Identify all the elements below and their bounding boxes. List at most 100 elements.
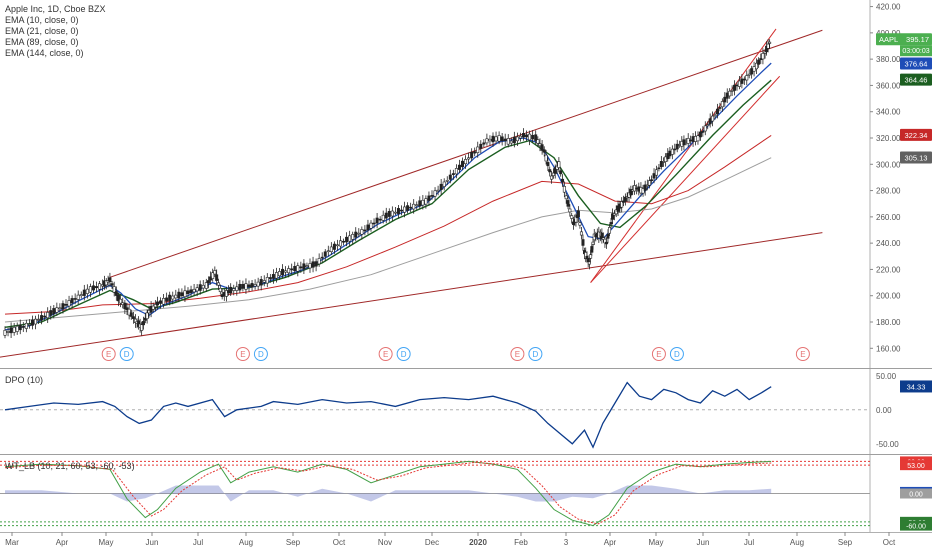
candle-body — [485, 138, 489, 144]
candle-body — [198, 284, 202, 291]
countdown-badge — [900, 45, 932, 57]
candle-body — [568, 208, 572, 213]
candle-body — [151, 305, 155, 310]
candle-body — [497, 135, 501, 142]
candle-body — [156, 301, 160, 306]
price-badge — [876, 33, 932, 46]
candle-body — [229, 286, 233, 294]
candle-body — [189, 289, 193, 294]
candle-body — [15, 325, 19, 332]
dpo-line — [4, 381, 772, 449]
candle-body — [406, 205, 410, 211]
candle-body — [534, 134, 538, 141]
candle-body — [360, 229, 364, 235]
candle-body — [387, 211, 391, 217]
candle-body — [766, 43, 770, 49]
price-badge — [900, 57, 932, 70]
candle-body — [238, 283, 242, 291]
candle-body — [629, 189, 633, 196]
candle-body — [52, 308, 56, 315]
legend-symbol[interactable]: Apple Inc, 1D, Cboe BZX — [5, 4, 106, 14]
candle-body — [76, 294, 80, 300]
candle-body — [399, 209, 403, 212]
candle-body — [546, 162, 550, 167]
legend-ema144[interactable]: EMA (144, close, 0) — [5, 48, 84, 58]
legend-ema21[interactable]: EMA (21, close, 0) — [5, 26, 79, 36]
candle-body — [317, 258, 321, 265]
candle-body — [320, 256, 324, 259]
candle-body — [448, 174, 452, 180]
price-badge-value: 322.34 — [905, 131, 928, 140]
candle-body — [620, 201, 624, 208]
time-tick-label: Jun — [697, 538, 710, 547]
candle-body — [720, 101, 724, 108]
candle-body — [757, 59, 761, 65]
dpo-tick-label: 0.00 — [876, 406, 892, 415]
candle-body — [180, 292, 184, 297]
dividend-marker — [253, 347, 268, 361]
candle-body — [186, 290, 190, 295]
candle-body — [711, 115, 715, 122]
wt-badge-value: -60.00 — [906, 524, 926, 531]
candle-body — [64, 304, 68, 306]
candle-body — [439, 183, 443, 191]
price-badge-value: 364.46 — [905, 76, 928, 85]
wt-histogram — [5, 485, 772, 502]
marker-label: E — [106, 350, 111, 359]
trendline — [109, 29, 823, 278]
candle-body — [494, 136, 498, 142]
candle-body — [747, 73, 751, 76]
marker-label: D — [258, 350, 264, 359]
candle-body — [579, 231, 583, 236]
candle-body — [476, 146, 480, 153]
legend-ema89[interactable]: EMA (89, close, 0) — [5, 37, 79, 47]
legend-ema10[interactable]: EMA (10, close, 0) — [5, 15, 79, 25]
candle-body — [725, 92, 729, 99]
candle-body — [110, 283, 114, 286]
candle-body — [581, 239, 585, 246]
price-tick-label: 300.00 — [876, 160, 901, 169]
candle-body — [701, 131, 705, 133]
price-badge-value: 395.17 — [906, 35, 929, 44]
candle-body — [686, 138, 690, 144]
candle-body — [589, 254, 593, 259]
candle-body — [689, 139, 693, 142]
candle-body — [553, 167, 557, 174]
candle-body — [162, 298, 166, 305]
price-tick-label: 160.00 — [876, 344, 901, 353]
candle-body — [451, 173, 455, 175]
candle-body — [293, 266, 297, 272]
earnings-marker — [378, 347, 393, 361]
candle-body — [296, 265, 300, 272]
time-tick-label: 2020 — [469, 538, 487, 547]
price-tick-label: 180.00 — [876, 318, 901, 327]
price-tick-label: 380.00 — [876, 55, 901, 64]
candle-body — [433, 190, 437, 197]
candle-body — [125, 307, 129, 311]
candle-body — [192, 288, 196, 293]
candle-body — [302, 263, 306, 270]
candle-body — [562, 186, 566, 193]
candle-body — [715, 108, 719, 115]
earnings-marker — [510, 347, 525, 361]
candle-body — [611, 213, 615, 220]
candle-body — [183, 290, 187, 297]
marker-label: D — [124, 350, 130, 359]
earnings-marker — [101, 347, 116, 361]
candle-body — [650, 179, 654, 181]
dividend-marker — [396, 347, 411, 361]
wt-pane-title[interactable]: WT_LB (10, 21, 60, 53, -60, -53) — [5, 461, 135, 471]
dpo-pane-title[interactable]: DPO (10) — [5, 375, 44, 385]
candle-body — [654, 169, 658, 176]
candle-body — [195, 287, 199, 292]
candle-body — [123, 302, 127, 310]
candle-body — [551, 172, 555, 176]
candle-body — [375, 217, 379, 224]
candle-body — [305, 265, 309, 268]
candle-body — [733, 84, 737, 91]
candle-body — [215, 274, 219, 281]
candle-body — [247, 284, 251, 288]
candle-body — [127, 308, 131, 316]
time-tick-label: Apr — [604, 538, 617, 547]
